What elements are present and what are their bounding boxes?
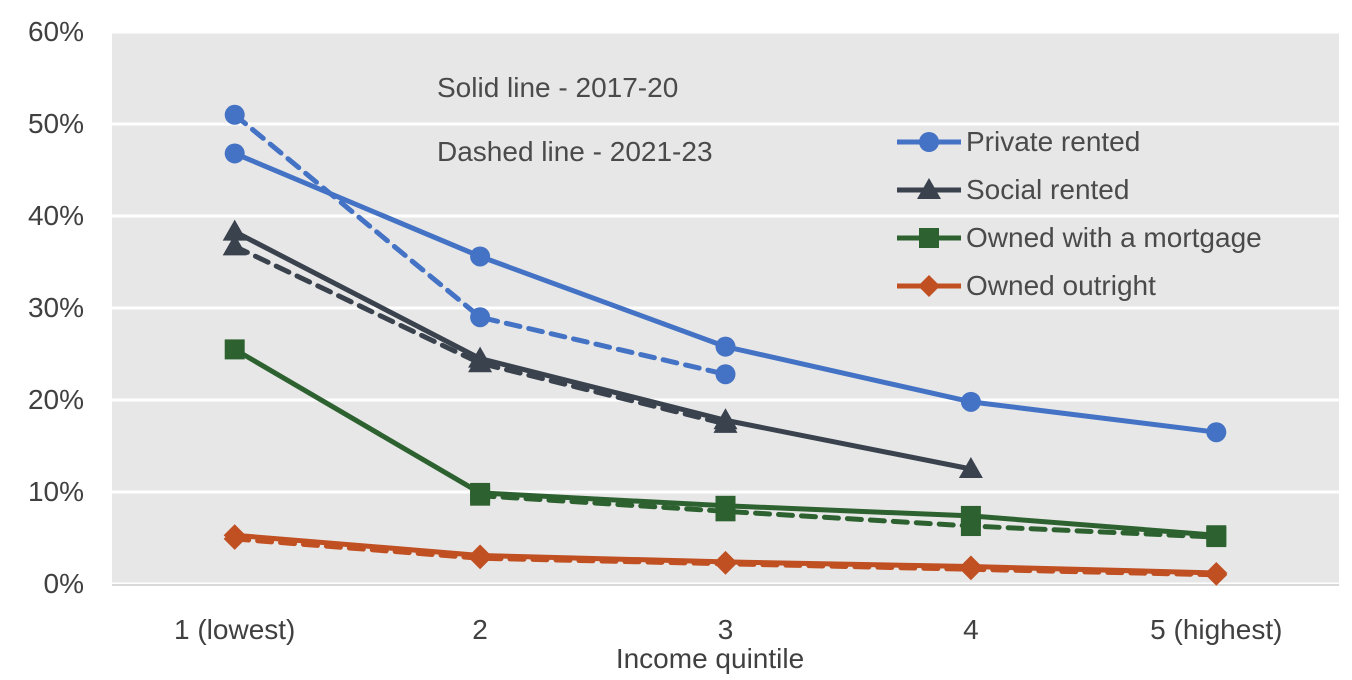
legend-diamond-icon bbox=[897, 275, 961, 297]
series-social-rented-dashed-line bbox=[232, 243, 728, 427]
x-tick-label-4: 4 bbox=[963, 614, 979, 645]
series-owned-with-a-mortgage-solid-marker bbox=[224, 339, 245, 360]
series-owned-outright-dashed-marker bbox=[959, 558, 982, 581]
series-private-rented-dashed-marker bbox=[224, 104, 245, 125]
series-private-rented-solid-marker bbox=[715, 336, 736, 357]
y-tick-label-0: 0% bbox=[43, 568, 84, 599]
y-tick-label-40: 40% bbox=[27, 200, 84, 231]
x-tick-label-2: 2 bbox=[472, 614, 488, 645]
series-social-rented-dashed-marker bbox=[468, 351, 493, 373]
legend-square-icon bbox=[897, 228, 961, 248]
x-axis-title: Income quintile bbox=[615, 643, 805, 674]
series-owned-with-a-mortgage-dashed-marker bbox=[715, 501, 736, 522]
series-private-rented-dashed-marker bbox=[470, 307, 491, 328]
legend-item-private-rented: Private rented bbox=[895, 118, 1262, 166]
legend: Private rented Social rented Owned with a … bbox=[895, 118, 1262, 310]
y-tick-label-50: 50% bbox=[27, 108, 84, 139]
legend-label: Owned outright bbox=[966, 270, 1156, 301]
series-social-rented-solid-marker bbox=[222, 219, 247, 241]
series-private-rented-solid-marker bbox=[1206, 422, 1227, 443]
x-tick-label-3: 3 bbox=[717, 614, 734, 645]
series-owned-outright-dashed-marker bbox=[1205, 563, 1228, 586]
legend-label: Social rented bbox=[966, 174, 1130, 205]
series-owned-outright-dashed-marker bbox=[714, 552, 737, 575]
legend-item-owned-outright: Owned outright bbox=[895, 262, 1262, 310]
legend-diamond-marker bbox=[918, 275, 940, 297]
series-social-rented-solid-marker bbox=[958, 457, 983, 478]
legend-triangle-icon bbox=[897, 178, 961, 199]
x-tick-label-1-lowest-: 1 (lowest) bbox=[174, 614, 296, 645]
y-tick-label-20: 20% bbox=[27, 384, 84, 415]
series-social-rented-dashed-marker bbox=[222, 234, 247, 256]
legend-label: Private rented bbox=[966, 126, 1141, 157]
series-social-rented-solid-line bbox=[232, 229, 974, 472]
series-owned-with-a-mortgage-dashed-line bbox=[477, 493, 1219, 540]
series-owned-with-a-mortgage-dashed-marker bbox=[470, 485, 491, 506]
legend-circle-marker bbox=[919, 132, 939, 152]
legend-label: Owned with a mortgage bbox=[966, 222, 1262, 253]
series-private-rented-dashed-marker bbox=[715, 364, 736, 385]
series-private-rented-solid-marker bbox=[960, 391, 981, 412]
legend-item-social-rented: Social rented bbox=[895, 166, 1262, 214]
series-owned-outright-dashed-marker bbox=[223, 527, 246, 550]
series-private-rented-solid-marker bbox=[470, 246, 491, 267]
x-tick-label-5-highest-: 5 (highest) bbox=[1150, 614, 1283, 645]
series-private-rented-solid-marker bbox=[224, 143, 245, 164]
series-owned-outright-dashed-marker bbox=[469, 547, 492, 570]
y-tick-label-60: 60% bbox=[27, 16, 84, 47]
series-private-rented-dashed-line bbox=[232, 112, 728, 377]
annotation-solid-line: Solid line - 2017-20 bbox=[437, 72, 679, 103]
y-tick-label-30: 30% bbox=[27, 292, 84, 323]
series-owned-with-a-mortgage-dashed-marker bbox=[960, 516, 981, 537]
y-tick-label-10: 10% bbox=[27, 476, 84, 507]
series-owned-with-a-mortgage-dashed-marker bbox=[1206, 527, 1227, 548]
annotation-dashed-line: Dashed line - 2021-23 bbox=[437, 136, 713, 167]
legend-triangle-marker bbox=[917, 178, 941, 199]
legend-square-marker bbox=[919, 228, 939, 248]
legend-item-owned-with-a-mortgage: Owned with a mortgage bbox=[895, 214, 1262, 262]
legend-circle-icon bbox=[897, 132, 961, 152]
series-social-rented-dashed-marker bbox=[713, 411, 738, 433]
